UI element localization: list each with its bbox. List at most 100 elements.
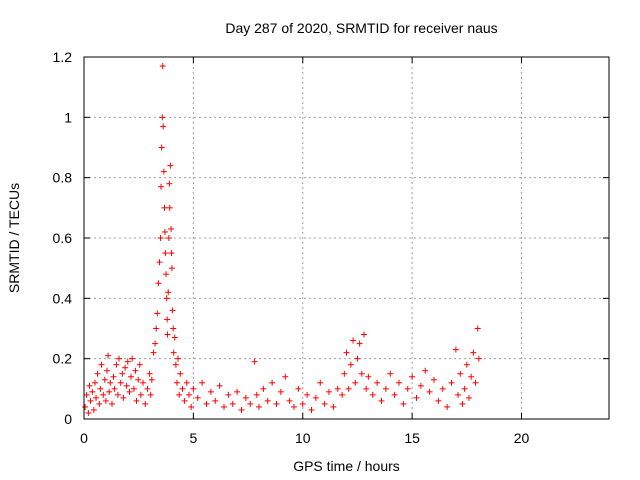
data-point xyxy=(347,361,354,368)
data-point xyxy=(168,265,175,272)
data-point xyxy=(142,400,149,407)
x-tick-label: 0 xyxy=(80,430,88,446)
data-point xyxy=(98,361,105,368)
data-point xyxy=(179,385,186,392)
data-point xyxy=(164,316,171,323)
data-point xyxy=(177,370,184,377)
data-point xyxy=(374,379,381,386)
data-point xyxy=(162,250,169,257)
data-point xyxy=(382,385,389,392)
data-point xyxy=(426,388,433,395)
data-point xyxy=(345,385,352,392)
data-point xyxy=(354,355,361,362)
data-point xyxy=(160,123,167,130)
data-point xyxy=(164,331,171,338)
data-point xyxy=(153,325,160,332)
data-point xyxy=(369,391,376,398)
data-point xyxy=(238,406,245,413)
data-point xyxy=(135,376,142,383)
data-point xyxy=(167,162,174,169)
data-point xyxy=(163,271,170,278)
data-point xyxy=(154,310,161,317)
data-point xyxy=(96,400,103,407)
data-point xyxy=(152,340,159,347)
data-point xyxy=(90,406,97,413)
data-point xyxy=(147,391,154,398)
data-point xyxy=(106,388,113,395)
data-point xyxy=(168,250,175,257)
data-point xyxy=(169,307,176,314)
data-point xyxy=(321,400,328,407)
data-point xyxy=(474,325,481,332)
x-tick-label: 20 xyxy=(514,430,530,446)
data-point xyxy=(439,385,446,392)
y-tick-label: 0.6 xyxy=(53,230,73,246)
data-point xyxy=(363,385,370,392)
data-point xyxy=(326,388,332,395)
data-point xyxy=(100,391,107,398)
data-point xyxy=(260,385,267,392)
y-tick-label: 1 xyxy=(64,109,72,125)
data-point xyxy=(136,361,143,368)
data-point xyxy=(157,235,164,241)
y-tick-label: 1.2 xyxy=(53,49,73,65)
data-point xyxy=(116,355,122,362)
data-point xyxy=(225,391,232,398)
data-point xyxy=(304,391,311,398)
data-point xyxy=(181,397,188,404)
data-point xyxy=(165,235,172,241)
data-point xyxy=(124,358,131,365)
data-point xyxy=(472,379,479,386)
data-point xyxy=(253,391,260,398)
y-axis-label: SRMTID / TECUs xyxy=(6,183,22,293)
data-point xyxy=(330,403,337,410)
data-point xyxy=(188,403,195,410)
data-point xyxy=(103,367,110,374)
data-point xyxy=(156,259,163,266)
data-point xyxy=(173,379,180,386)
data-point xyxy=(120,394,127,401)
data-point xyxy=(86,382,93,389)
data-point xyxy=(109,400,115,407)
x-tick-label: 5 xyxy=(189,430,197,446)
data-point xyxy=(264,397,271,404)
data-point xyxy=(356,340,363,347)
data-point xyxy=(468,373,475,380)
data-point xyxy=(452,346,459,353)
data-point xyxy=(158,144,165,151)
data-point xyxy=(459,400,466,407)
data-point xyxy=(470,349,477,356)
data-point xyxy=(234,388,241,395)
data-point xyxy=(128,373,135,380)
data-point xyxy=(140,379,147,386)
x-axis-label: GPS time / hours xyxy=(293,458,400,474)
data-point xyxy=(161,228,168,235)
data-point xyxy=(361,331,367,338)
data-point xyxy=(256,403,262,410)
data-point xyxy=(119,370,126,377)
data-point xyxy=(83,391,90,398)
data-point xyxy=(299,400,306,407)
data-point xyxy=(277,388,284,395)
data-point xyxy=(396,379,402,386)
data-point xyxy=(186,391,192,398)
data-point xyxy=(334,385,341,392)
data-point xyxy=(409,373,416,380)
data-point xyxy=(170,325,177,332)
data-point xyxy=(150,349,157,356)
data-point xyxy=(352,379,359,386)
data-point xyxy=(155,280,162,287)
data-point xyxy=(117,379,124,386)
data-point xyxy=(114,391,121,398)
grid-lines xyxy=(84,57,609,419)
data-point xyxy=(431,376,437,383)
data-point xyxy=(137,391,144,398)
data-point xyxy=(199,379,206,386)
data-point xyxy=(171,334,178,341)
data-point xyxy=(85,409,92,416)
data-point xyxy=(341,370,348,377)
data-point xyxy=(148,376,155,383)
data-point xyxy=(101,376,108,383)
chart-title: Day 287 of 2020, SRMTID for receiver nau… xyxy=(225,20,497,36)
